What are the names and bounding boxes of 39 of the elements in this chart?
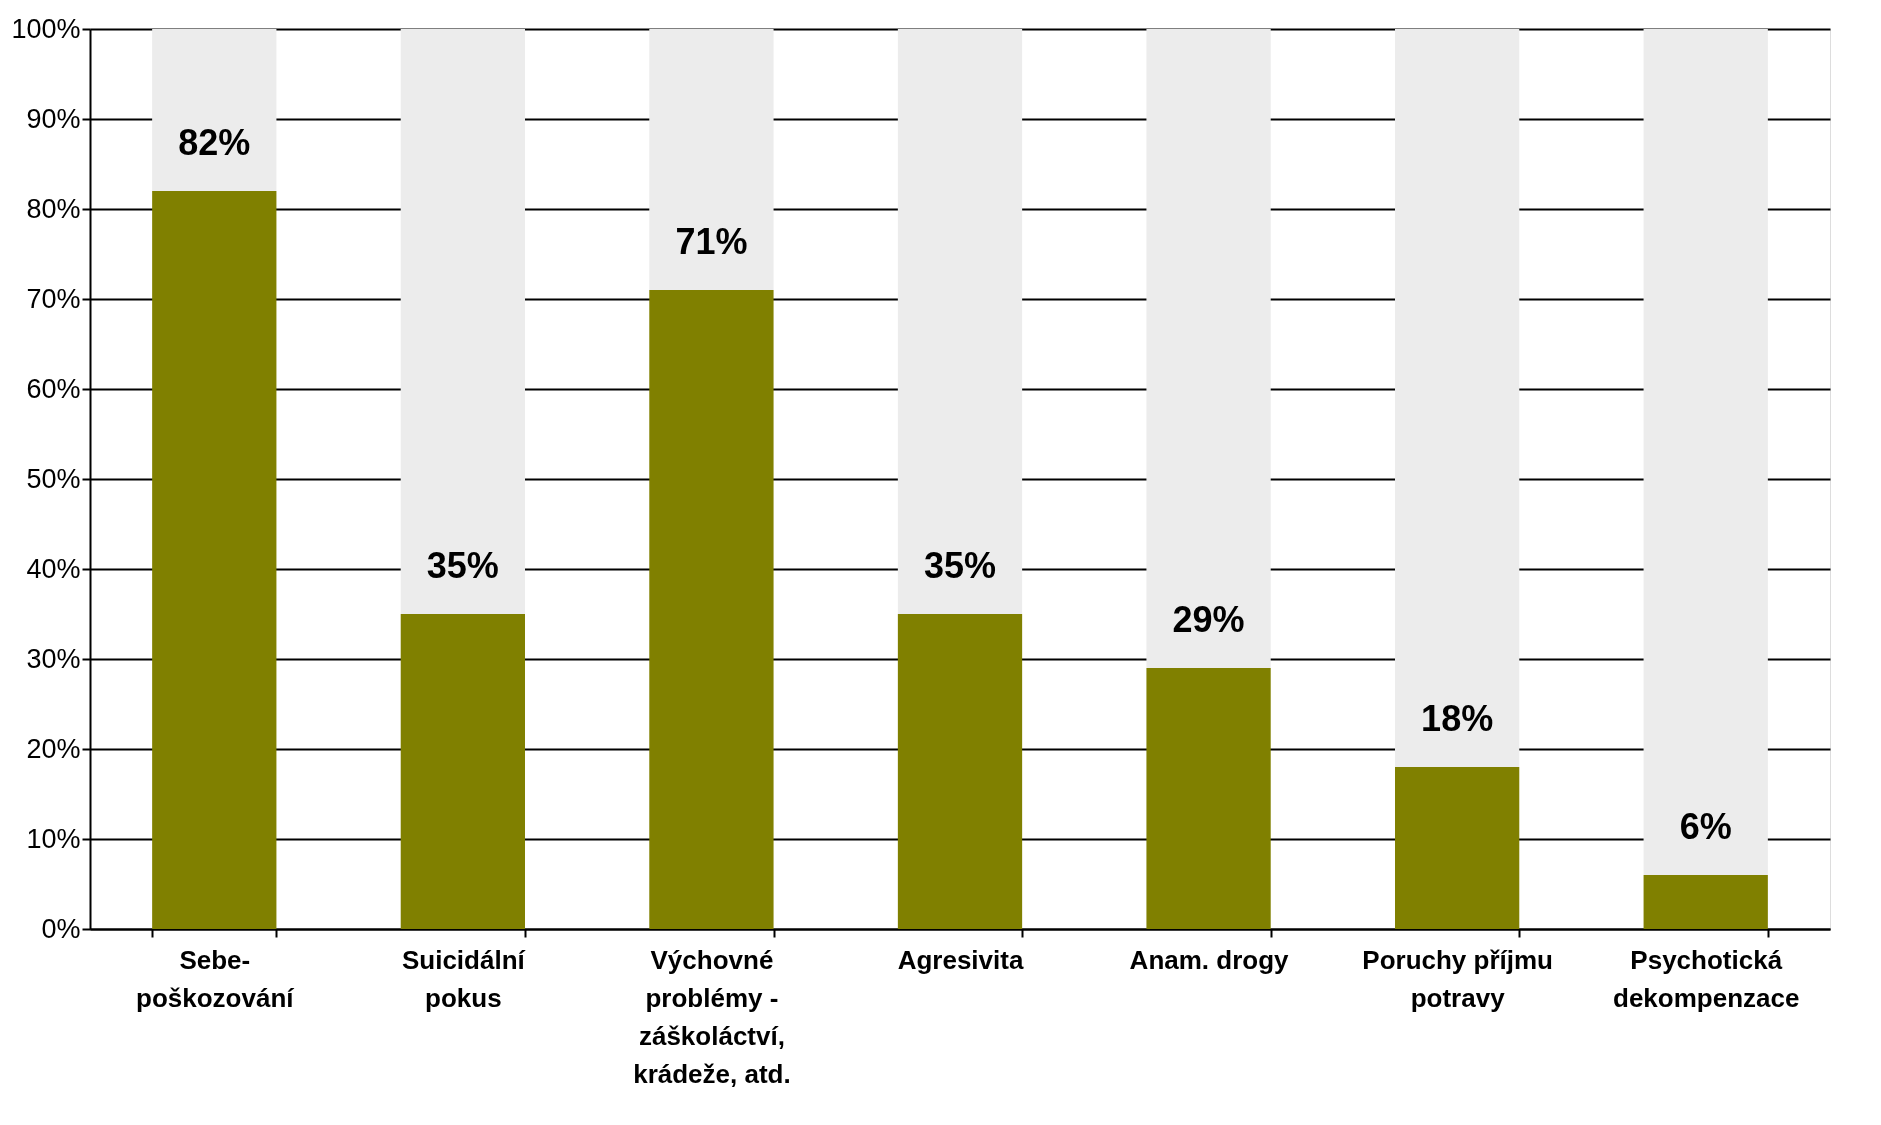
bar [1643, 29, 1768, 875]
y-tick-label: 70% [26, 283, 81, 314]
bar [649, 29, 774, 290]
y-tick-label: 60% [26, 373, 81, 404]
x-tick-label: Anam. drogy [1129, 944, 1290, 975]
bar [649, 290, 774, 929]
y-tick-label: 30% [26, 643, 81, 674]
y-tick-label: 0% [41, 913, 81, 944]
x-tick-label: Suicidální pokus [401, 944, 526, 1013]
x-tick-label: Agresivita [897, 944, 1024, 975]
data-label: 6% [1679, 806, 1732, 847]
data-label: 35% [923, 545, 997, 586]
x-tick-label: Sebe-poškozování [136, 944, 295, 1013]
x-tick-label: Výchovné problémy - záškoláctví, krádeže, atd. [633, 944, 791, 1089]
bar [152, 29, 277, 191]
y-tick-label: 80% [26, 193, 81, 224]
data-label: 18% [1421, 698, 1494, 739]
y-tick-label: 50% [26, 463, 81, 494]
data-label: 71% [675, 221, 748, 262]
bar [1146, 29, 1271, 668]
bar [1395, 767, 1520, 929]
bar [897, 614, 1023, 929]
bar [1146, 668, 1271, 929]
y-tick-label: 40% [26, 553, 81, 584]
data-label: 35% [426, 545, 499, 586]
bar [1643, 875, 1768, 929]
y-tick-label: 100% [11, 13, 81, 44]
x-tick-label: Poruchy příjmu potravy [1362, 944, 1553, 1013]
bar [400, 29, 525, 614]
x-tick-label: Psychotická dekompenzace [1613, 944, 1800, 1013]
bar [152, 191, 277, 929]
y-tick-label: 90% [26, 103, 81, 134]
data-label: 82% [178, 122, 251, 163]
data-label: 29% [1172, 599, 1245, 640]
bar [1395, 29, 1520, 767]
bar [400, 614, 525, 929]
y-tick-label: 20% [26, 733, 81, 764]
y-tick-label: 10% [26, 823, 81, 854]
bar [897, 29, 1023, 614]
